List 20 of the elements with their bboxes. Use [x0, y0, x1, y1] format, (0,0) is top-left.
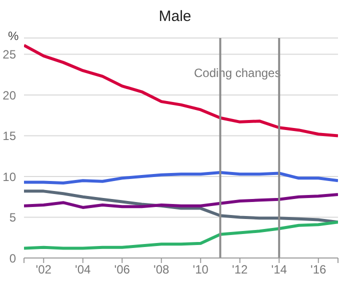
x-tick-label: '16	[310, 262, 327, 277]
x-tick-label: '10	[192, 262, 209, 277]
x-tick-label: '02	[36, 262, 52, 277]
y-axis-title: %	[8, 29, 19, 43]
y-tick-label: 10	[2, 170, 16, 184]
y-tick-label: 5	[9, 210, 16, 225]
line-series	[24, 44, 338, 138]
line-series	[24, 170, 338, 185]
line-series	[24, 220, 338, 250]
y-tick-label: 0	[9, 251, 16, 266]
y-tick-label: 20	[2, 88, 16, 102]
x-tick-label: '04	[75, 262, 92, 277]
y-tick-label: 25	[2, 48, 16, 62]
y-tick-label: 15	[2, 129, 16, 144]
x-tick-label: '14	[271, 262, 288, 277]
chart-title: Male	[158, 8, 192, 25]
x-tick-label: '06	[114, 262, 130, 277]
line-series	[24, 192, 338, 209]
x-tick-label: '08	[154, 262, 170, 277]
x-tick-label: '12	[232, 262, 248, 277]
